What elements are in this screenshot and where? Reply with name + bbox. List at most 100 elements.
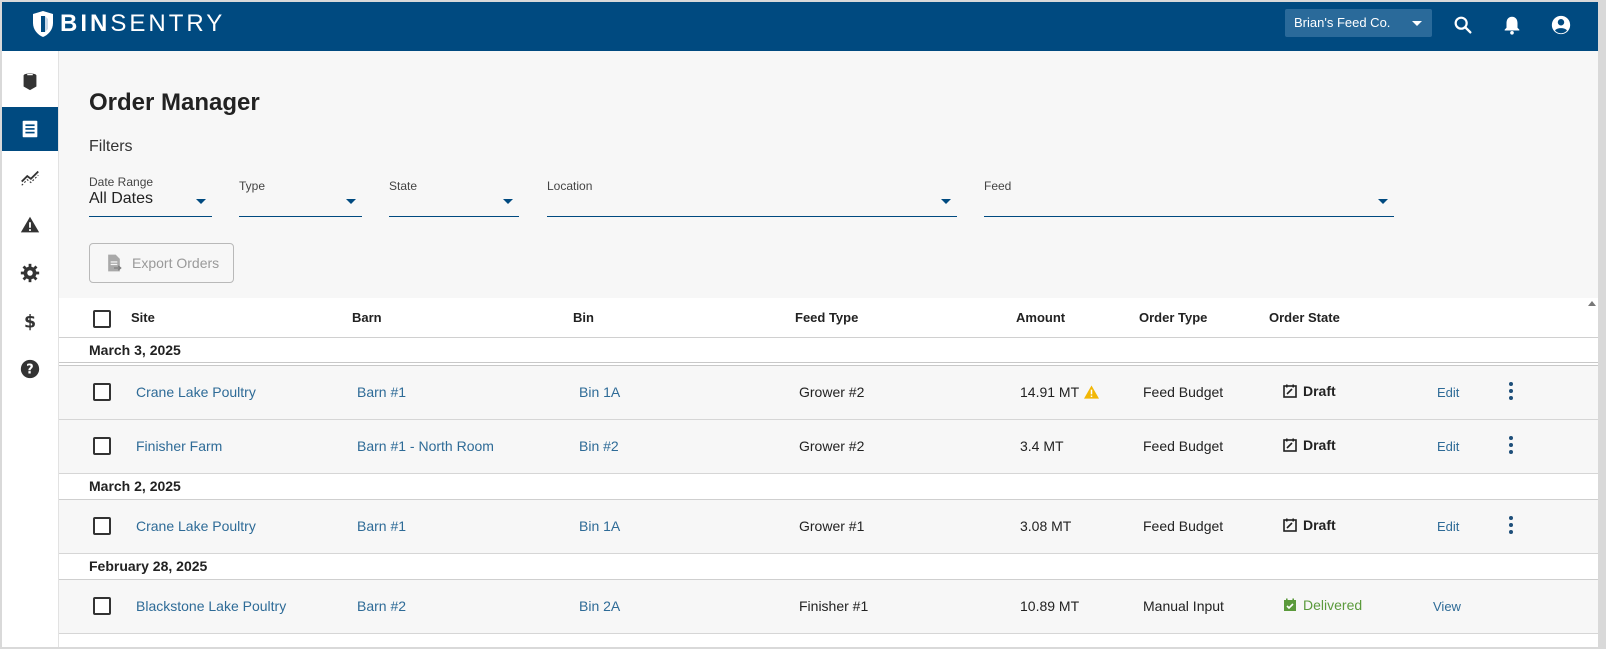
order-type-cell: Feed Budget bbox=[1143, 438, 1224, 454]
order-state-label: Draft bbox=[1303, 383, 1336, 399]
brand-name: BINSENTRY bbox=[60, 10, 225, 38]
receipt-icon bbox=[22, 120, 38, 138]
draft-calendar-icon bbox=[1283, 438, 1297, 452]
top-bar: BINSENTRY Brian's Feed Co. bbox=[2, 2, 1598, 51]
feed-type-cell: Grower #1 bbox=[799, 518, 865, 534]
organization-select[interactable]: Brian's Feed Co. bbox=[1285, 9, 1432, 37]
sidebar-item-billing[interactable]: $ bbox=[2, 299, 58, 343]
site-link[interactable]: Blackstone Lake Poultry bbox=[136, 598, 287, 614]
table-row[interactable]: Crane Lake Poultry Barn #1 Bin 1A Grower… bbox=[59, 500, 1598, 554]
state-filter[interactable]: State bbox=[389, 171, 519, 217]
order-type-cell: Feed Budget bbox=[1143, 384, 1224, 400]
site-link[interactable]: Crane Lake Poultry bbox=[136, 384, 256, 400]
date-group-header: February 28, 2025 bbox=[59, 554, 1598, 580]
help-icon: ? bbox=[20, 359, 40, 379]
brand-bold: BIN bbox=[60, 10, 111, 37]
location-filter[interactable]: Location bbox=[547, 171, 957, 217]
edit-link[interactable]: Edit bbox=[1437, 519, 1460, 534]
sidebar-item-orders[interactable] bbox=[2, 107, 58, 151]
column-header-feed-type[interactable]: Feed Type bbox=[795, 310, 859, 325]
search-icon[interactable] bbox=[1452, 14, 1474, 36]
chevron-down-icon bbox=[196, 199, 206, 204]
chevron-down-icon bbox=[941, 199, 951, 204]
more-options-icon[interactable] bbox=[1507, 382, 1515, 402]
sidebar-item-alerts[interactable] bbox=[2, 203, 58, 247]
order-state: Draft bbox=[1283, 383, 1336, 399]
column-header-site[interactable]: Site bbox=[131, 310, 155, 325]
sidebar-item-bins[interactable] bbox=[2, 59, 58, 103]
date-range-filter[interactable]: Date Range All Dates bbox=[89, 171, 212, 217]
chevron-down-icon bbox=[503, 199, 513, 204]
column-header-barn[interactable]: Barn bbox=[352, 310, 382, 325]
page-title: Order Manager bbox=[89, 89, 260, 116]
row-checkbox[interactable] bbox=[93, 597, 111, 615]
row-checkbox[interactable] bbox=[93, 437, 111, 455]
svg-text:?: ? bbox=[26, 363, 33, 378]
table-header: Site Barn Bin Feed Type Amount Order Typ… bbox=[59, 298, 1598, 338]
table-row[interactable]: Crane Lake Poultry Barn #1 Bin 1A Grower… bbox=[59, 366, 1598, 420]
table-row[interactable]: Blackstone Lake Poultry Barn #2 Bin 2A F… bbox=[59, 580, 1598, 634]
export-orders-button[interactable]: Export Orders bbox=[89, 243, 234, 283]
amount-cell: 10.89 MT bbox=[1020, 598, 1080, 614]
barn-link[interactable]: Barn #1 bbox=[357, 384, 407, 400]
order-type-cell: Feed Budget bbox=[1143, 518, 1224, 534]
bin-link[interactable]: Bin 1A bbox=[579, 384, 621, 400]
order-type-cell: Manual Input bbox=[1143, 598, 1224, 614]
barn-link[interactable]: Barn #1 bbox=[357, 518, 407, 534]
date-group-label: February 28, 2025 bbox=[89, 558, 208, 574]
location-filter-label: Location bbox=[547, 179, 593, 193]
column-header-bin[interactable]: Bin bbox=[573, 310, 594, 325]
table-row[interactable]: Finisher Farm Barn #1 - North Room Bin #… bbox=[59, 420, 1598, 474]
date-group-label: March 2, 2025 bbox=[89, 478, 181, 494]
row-checkbox[interactable] bbox=[93, 383, 111, 401]
date-range-filter-label: Date Range bbox=[89, 175, 154, 189]
edit-link[interactable]: Edit bbox=[1437, 439, 1460, 454]
select-all-checkbox[interactable] bbox=[93, 310, 111, 328]
amount-cell: 3.4 MT bbox=[1020, 438, 1064, 454]
account-icon[interactable] bbox=[1550, 14, 1572, 36]
feed-type-cell: Grower #2 bbox=[799, 384, 865, 400]
sidebar-item-help[interactable]: ? bbox=[2, 347, 58, 391]
bell-icon[interactable] bbox=[1501, 14, 1523, 36]
column-header-order-state[interactable]: Order State bbox=[1269, 310, 1340, 325]
more-options-icon[interactable] bbox=[1507, 516, 1515, 536]
order-state: Draft bbox=[1283, 517, 1336, 533]
feed-filter[interactable]: Feed bbox=[984, 171, 1394, 217]
bin-link[interactable]: Bin #2 bbox=[579, 438, 619, 454]
view-link[interactable]: View bbox=[1433, 599, 1461, 614]
column-header-order-type[interactable]: Order Type bbox=[1139, 310, 1208, 325]
more-options-icon[interactable] bbox=[1507, 436, 1515, 456]
sidebar-item-analytics[interactable] bbox=[2, 155, 58, 199]
bin-link[interactable]: Bin 2A bbox=[579, 598, 621, 614]
warning-icon bbox=[20, 216, 40, 233]
edit-link[interactable]: Edit bbox=[1437, 385, 1460, 400]
chevron-down-icon bbox=[346, 199, 356, 204]
trend-icon bbox=[21, 170, 39, 186]
logo[interactable]: BINSENTRY bbox=[32, 10, 225, 38]
barn-link[interactable]: Barn #2 bbox=[357, 598, 407, 614]
feed-type-cell: Grower #2 bbox=[799, 438, 865, 454]
site-link[interactable]: Crane Lake Poultry bbox=[136, 518, 256, 534]
feed-filter-label: Feed bbox=[984, 179, 1012, 193]
shield-logo-icon bbox=[33, 11, 53, 37]
site-link[interactable]: Finisher Farm bbox=[136, 438, 223, 454]
bin-link[interactable]: Bin 1A bbox=[579, 518, 621, 534]
state-filter-label: State bbox=[389, 179, 418, 193]
row-checkbox[interactable] bbox=[93, 517, 111, 535]
scroll-up-arrow-icon[interactable] bbox=[1588, 301, 1596, 306]
amount-value: 14.91 MT bbox=[1020, 384, 1080, 400]
order-state-label: Draft bbox=[1303, 517, 1336, 533]
sidebar: $ ? bbox=[2, 51, 59, 647]
column-header-amount[interactable]: Amount bbox=[1016, 310, 1066, 325]
brand-light: SENTRY bbox=[110, 10, 226, 37]
barn-link[interactable]: Barn #1 - North Room bbox=[357, 438, 494, 454]
date-group-header: March 2, 2025 bbox=[59, 474, 1598, 500]
amount-cell: 14.91 MT bbox=[1020, 384, 1100, 400]
organization-select-value: Brian's Feed Co. bbox=[1294, 15, 1391, 30]
sidebar-item-settings[interactable] bbox=[2, 251, 58, 295]
dollar-icon: $ bbox=[24, 312, 36, 332]
type-filter[interactable]: Type bbox=[239, 171, 362, 217]
gear-icon bbox=[20, 263, 40, 283]
svg-text:$: $ bbox=[24, 312, 36, 332]
main-content: Order Manager Filters Date Range All Dat… bbox=[59, 51, 1598, 647]
